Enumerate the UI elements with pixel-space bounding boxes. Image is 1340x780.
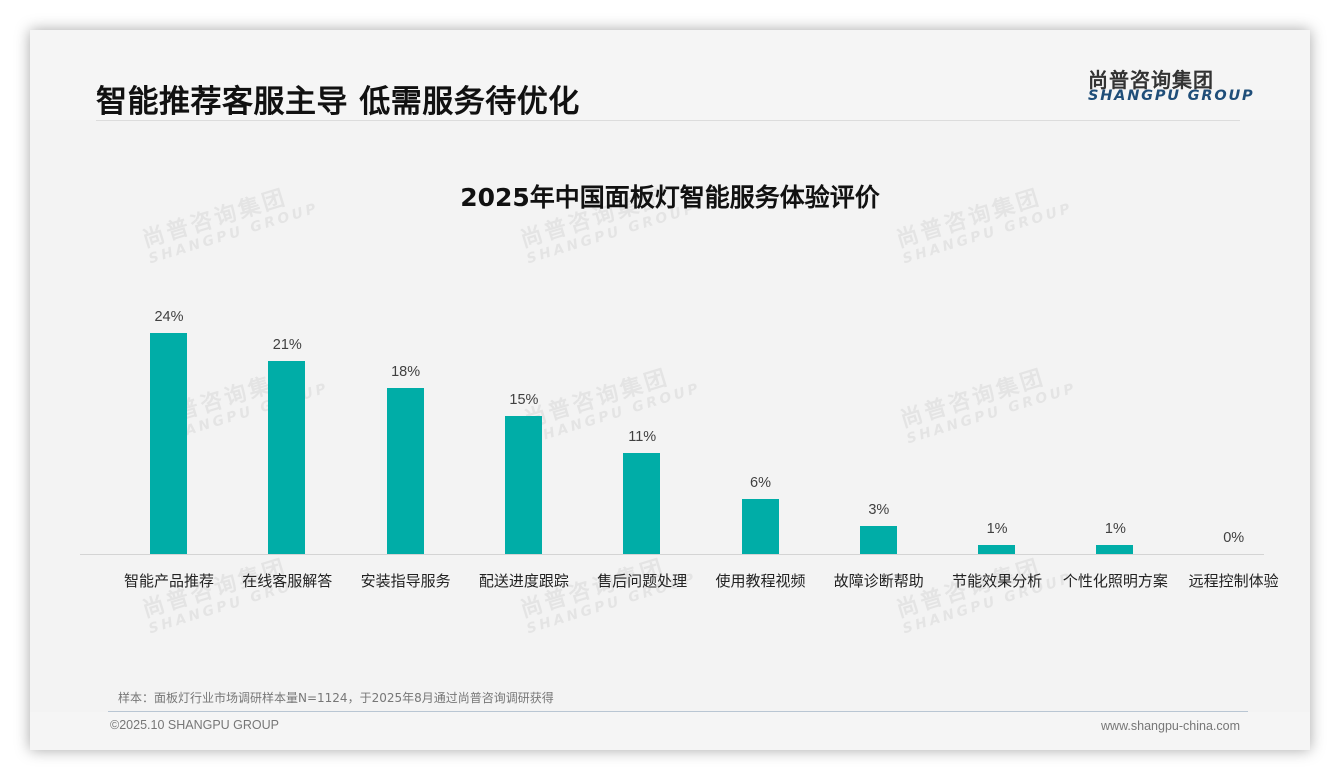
bar[interactable] xyxy=(386,388,424,554)
x-axis-line xyxy=(80,554,1264,555)
bar-value-label: 6% xyxy=(750,474,771,491)
bar[interactable] xyxy=(978,544,1016,554)
bar[interactable] xyxy=(150,333,187,554)
bar-chart: 24% 智能产品推荐 21% 在线客服解答 18% 安装指导服务 15% 配送进度跟踪 11% 售… xyxy=(80,280,1279,610)
copyright: ©2025.10 SHANGPU GROUP xyxy=(110,718,279,732)
bar[interactable] xyxy=(1096,544,1134,554)
bar-value-label: 24% xyxy=(154,309,184,326)
bar[interactable] xyxy=(623,452,661,554)
category-label: 远程控制体验 xyxy=(1188,572,1279,590)
bar-group: 3% 故障诊断帮助 xyxy=(820,280,938,610)
footer-band xyxy=(30,712,1310,750)
category-label: 配送进度跟踪 xyxy=(478,572,569,590)
title-band xyxy=(30,30,1310,120)
bar-group: 15% 配送进度跟踪 xyxy=(465,280,583,610)
page-title: 智能推荐客服主导 低需服务待优化 xyxy=(96,84,580,120)
bar-group: 1% 节能效果分析 xyxy=(938,280,1056,610)
category-label: 智能产品推荐 xyxy=(123,572,214,590)
bar-group: 6% 使用教程视频 xyxy=(702,280,820,610)
footer-divider xyxy=(108,711,1248,712)
category-label: 使用教程视频 xyxy=(715,572,806,590)
bar[interactable] xyxy=(504,416,542,554)
bar-value-label: 15% xyxy=(509,392,539,408)
bar-value-label: 11% xyxy=(628,428,657,445)
bar-value-label: 1% xyxy=(986,520,1008,537)
website-link[interactable]: www.shangpu-china.com xyxy=(1101,719,1240,733)
bar[interactable] xyxy=(859,526,897,554)
bar-group: 21% 在线客服解答 xyxy=(228,280,346,610)
bar-value-label: 18% xyxy=(391,364,421,381)
bar-group: 24% 智能产品推荐 xyxy=(110,280,228,610)
sample-note: 样本：面板灯行业市场调研样本量N=1124，于2025年8月通过尚普咨询调研获得 xyxy=(118,691,554,705)
category-label: 节能效果分析 xyxy=(952,572,1043,590)
bar-group: 1% 个性化照明方案 xyxy=(1056,280,1174,610)
category-label: 个性化照明方案 xyxy=(1062,572,1168,590)
bar-group: 11% 售后问题处理 xyxy=(583,280,701,610)
chart-title: 2025年中国面板灯智能服务体验评价 xyxy=(460,183,880,212)
bar-value-label: 0% xyxy=(1223,530,1245,546)
bar-group: 18% 安装指导服务 xyxy=(347,280,465,610)
logo-chinese: 尚普咨询集团 xyxy=(1088,68,1214,92)
logo-english: SHANGPU GROUP xyxy=(1088,88,1255,104)
category-label: 售后问题处理 xyxy=(597,572,688,590)
bar[interactable] xyxy=(268,360,306,554)
category-label: 安装指导服务 xyxy=(360,572,451,590)
category-label: 故障诊断帮助 xyxy=(833,572,924,590)
bar-group: 0% 远程控制体验 xyxy=(1175,280,1293,610)
title-divider xyxy=(96,120,1240,121)
bar-value-label: 1% xyxy=(1104,520,1126,537)
bar-value-label: 21% xyxy=(272,336,302,353)
bar[interactable] xyxy=(741,498,779,554)
bar-value-label: 3% xyxy=(868,502,890,519)
category-label: 在线客服解答 xyxy=(242,572,333,590)
slide: 智能推荐客服主导 低需服务待优化 尚普咨询集团 SHANGPU GROUP 尚普… xyxy=(30,30,1310,750)
